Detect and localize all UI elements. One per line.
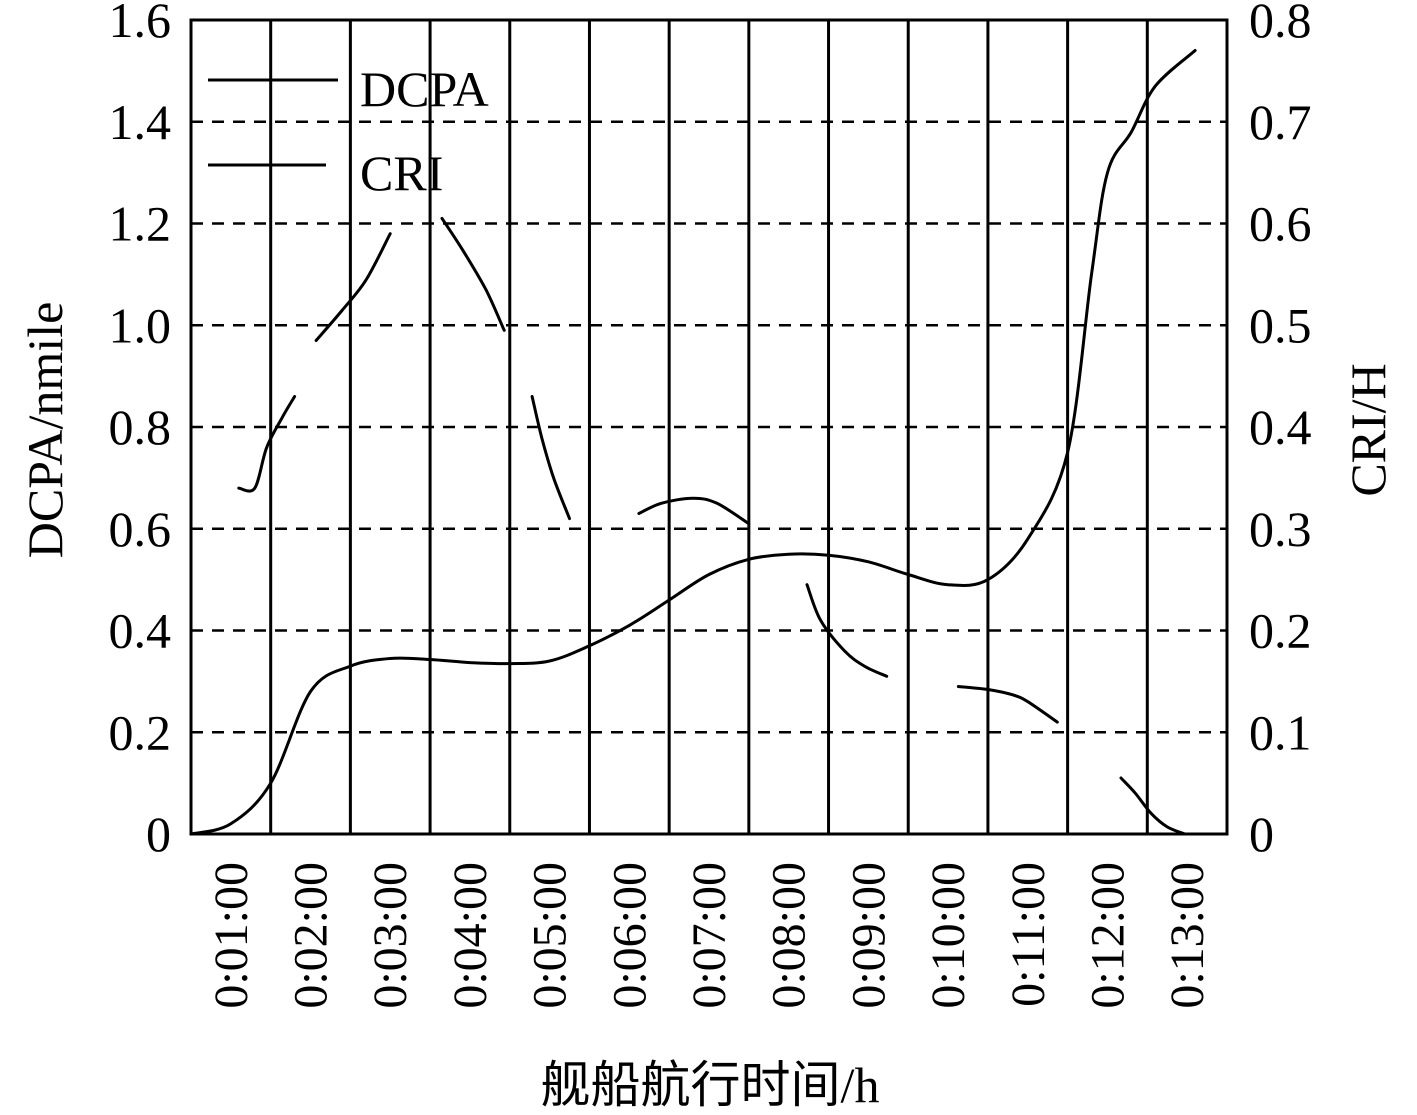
y-left-tick-label: 1.4 (109, 94, 172, 150)
y-right-tick-label: 0.5 (1249, 297, 1312, 353)
x-tick-label: 0:10:00 (922, 862, 975, 1009)
series-line-cri (440, 216, 506, 332)
x-tick-label: 0:02:00 (285, 862, 338, 1009)
x-tick-label: 0:09:00 (842, 862, 895, 1009)
x-tick-label: 0:06:00 (603, 862, 656, 1009)
x-tick-label: 0:04:00 (444, 862, 497, 1009)
series-line-cri (1119, 776, 1187, 836)
x-tick-label: 0:11:00 (1002, 862, 1055, 1007)
x-tick-labels: 0:01:00 0:02:00 0:03:00 0:04:00 0:05:00 0:06:… (205, 862, 1214, 1009)
legend-label-cri: CRI (360, 145, 443, 201)
x-tick-label: 0:08:00 (763, 862, 816, 1009)
series-line-cri (530, 395, 571, 521)
y-right-tick-label: 0.8 (1249, 0, 1312, 48)
x-tick-label: 0:05:00 (524, 862, 577, 1009)
x-tick-label: 0:07:00 (683, 862, 736, 1009)
series-line-dcpa (189, 49, 1197, 836)
y-axis-label-right: CRI/H (1340, 363, 1396, 496)
y-left-tick-label: 0.4 (109, 603, 172, 659)
legend-label-dcpa: DCPA (360, 61, 489, 117)
y-left-tick-label: 0.8 (109, 399, 172, 455)
vertical-gridlines (269, 20, 1149, 834)
left-y-tick-labels: 0 0.2 0.4 0.6 0.8 1.0 1.2 1.4 1.6 (109, 0, 172, 862)
x-axis-label: 舰船航行时间/h (541, 1057, 880, 1113)
series-layer (189, 49, 1197, 836)
y-left-tick-label: 1.6 (109, 0, 172, 48)
y-axis-label-left: DCPA/nmile (17, 302, 73, 559)
x-tick-label: 0:12:00 (1081, 862, 1134, 1009)
y-right-tick-label: 0.6 (1249, 196, 1312, 252)
y-left-tick-label: 1.0 (109, 297, 172, 353)
series-line-cri (637, 496, 751, 526)
right-y-tick-labels: 0 0.1 0.2 0.3 0.4 0.5 0.6 0.7 0.8 (1249, 0, 1312, 862)
series-line-cri (237, 395, 297, 493)
y-left-tick-label: 1.2 (109, 196, 172, 252)
y-right-tick-label: 0.2 (1249, 603, 1312, 659)
y-right-tick-label: 0.7 (1249, 94, 1312, 150)
series-line-cri (314, 232, 392, 342)
y-right-tick-label: 0 (1249, 806, 1274, 862)
series-line-cri (805, 583, 889, 678)
x-tick-label: 0:03:00 (364, 862, 417, 1009)
y-left-tick-label: 0.6 (109, 501, 172, 557)
y-right-tick-label: 0.4 (1249, 399, 1312, 455)
y-right-tick-label: 0.3 (1249, 501, 1312, 557)
y-left-tick-label: 0 (146, 806, 171, 862)
x-tick-label: 0:01:00 (205, 862, 258, 1009)
plot-frame (189, 18, 1229, 836)
legend: DCPA CRI (208, 61, 489, 201)
series-line-cri (956, 685, 1059, 724)
y-right-tick-label: 0.1 (1249, 704, 1312, 760)
x-tick-label: 0:13:00 (1161, 862, 1214, 1009)
horizontal-gridlines (191, 120, 1227, 734)
y-left-tick-label: 0.2 (109, 704, 172, 760)
